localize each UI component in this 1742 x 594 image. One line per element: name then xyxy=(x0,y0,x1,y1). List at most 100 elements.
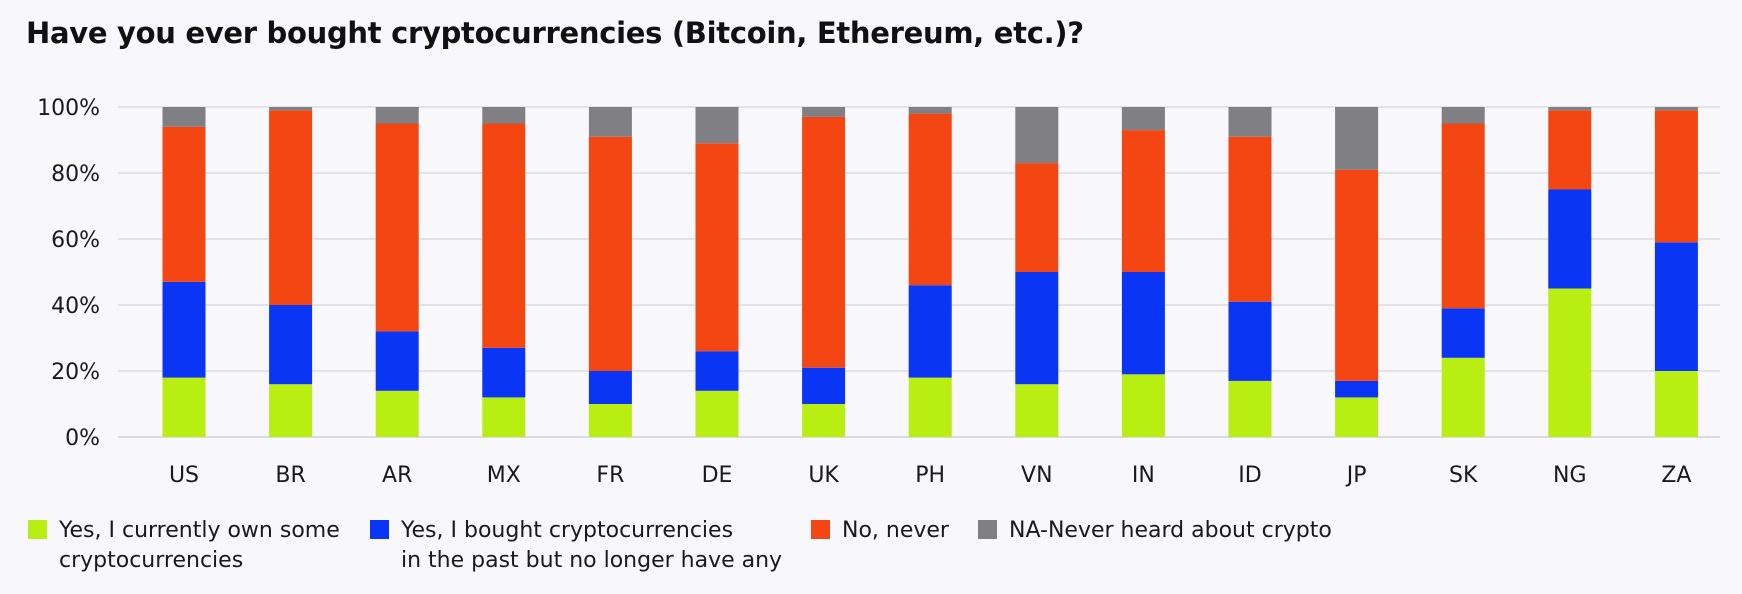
bar-segment xyxy=(695,390,739,437)
x-tick-label: DE xyxy=(702,463,733,488)
legend-label-line: cryptocurrencies xyxy=(59,548,244,573)
x-tick-label: JP xyxy=(1345,463,1367,488)
bar-segment xyxy=(162,107,206,127)
bar-segment xyxy=(908,285,952,378)
bar-segment xyxy=(1548,288,1592,437)
bar-segment xyxy=(588,404,632,437)
legend-swatch xyxy=(28,520,47,539)
bar-segment xyxy=(375,107,419,124)
x-tick-label: SK xyxy=(1449,463,1478,488)
bar-segment xyxy=(908,113,952,286)
bar-segment xyxy=(1548,107,1592,111)
legend-label-line: Yes, I bought cryptocurrencies xyxy=(401,518,734,543)
bar-segment xyxy=(269,305,313,385)
y-tick-label: 20% xyxy=(51,360,100,385)
legend-label-line: NA-Never heard about crypto xyxy=(1009,518,1332,543)
bar-segment xyxy=(1015,272,1059,385)
bar-segment xyxy=(908,107,952,114)
x-tick-label: MX xyxy=(487,463,521,488)
legend-label-line: No, never xyxy=(842,518,949,543)
bar-segment xyxy=(482,397,526,437)
bar-segment xyxy=(1654,110,1698,243)
bar-segment xyxy=(1548,189,1592,289)
bar-segment xyxy=(1548,110,1592,190)
x-tick-label: ZA xyxy=(1661,463,1691,488)
stacked-bar-chart: 0% 20% 40% 60% 80% 100% US BR AR MX FR DE UK PH VN IN I… xyxy=(37,96,1720,488)
bar-segments xyxy=(162,107,1698,437)
bar-segment xyxy=(1441,357,1485,437)
chart-title: Have you ever bought cryptocurrencies (B… xyxy=(26,16,1084,50)
bar-segment xyxy=(375,331,419,391)
bar-segment xyxy=(1441,123,1485,309)
bar-segment xyxy=(802,107,846,117)
legend-item-currently-own: Yes, I currently own some cryptocurrenci… xyxy=(28,516,340,576)
bar-segment xyxy=(588,371,632,404)
bar-segment xyxy=(1654,371,1698,437)
bar-segment xyxy=(1335,380,1379,398)
bar-segment xyxy=(375,390,419,437)
bar-segment xyxy=(1228,107,1272,137)
bar-segment xyxy=(269,110,313,305)
bar-segment xyxy=(1335,169,1379,381)
bar-segment xyxy=(802,116,846,368)
y-axis-tick-labels: 0% 20% 40% 60% 80% 100% xyxy=(37,96,100,451)
x-tick-label: FR xyxy=(596,463,624,488)
bar-segment xyxy=(162,377,206,437)
legend-swatch xyxy=(978,520,997,539)
legend-item-no-never: No, never xyxy=(811,516,949,546)
bar-segment xyxy=(162,126,206,282)
y-tick-label: 0% xyxy=(65,426,100,451)
bar-segment xyxy=(482,107,526,124)
bar-segment xyxy=(1015,384,1059,437)
bar-segment xyxy=(908,377,952,437)
bar-segment xyxy=(1654,107,1698,111)
x-tick-label: NG xyxy=(1553,463,1587,488)
bar-segment xyxy=(802,367,846,404)
y-tick-label: 40% xyxy=(51,294,100,319)
bar-segment xyxy=(1121,130,1165,272)
bar-segment xyxy=(1228,301,1272,381)
legend-swatch xyxy=(811,520,830,539)
bar-segment xyxy=(1441,308,1485,358)
bar-segment xyxy=(1121,107,1165,131)
bar-segment xyxy=(588,136,632,371)
y-tick-label: 80% xyxy=(51,162,100,187)
bar-segment xyxy=(375,123,419,332)
legend-item-bought-in-past: Yes, I bought cryptocurrencies in the pa… xyxy=(370,516,782,576)
bar-segment xyxy=(1121,272,1165,375)
legend-item-never-heard: NA-Never heard about crypto xyxy=(978,516,1332,546)
bar-segment xyxy=(162,281,206,378)
bar-segment xyxy=(269,384,313,437)
bar-segment xyxy=(1015,163,1059,272)
y-tick-label: 100% xyxy=(37,96,100,121)
bar-segment xyxy=(1441,107,1485,124)
x-tick-label: VN xyxy=(1021,463,1053,488)
x-tick-label: PH xyxy=(915,463,945,488)
x-tick-label: BR xyxy=(275,463,305,488)
bar-segment xyxy=(695,143,739,352)
bar-segment xyxy=(269,107,313,111)
bar-segment xyxy=(802,404,846,437)
x-tick-label: AR xyxy=(382,463,412,488)
bar-segment xyxy=(1121,374,1165,437)
bar-segment xyxy=(482,123,526,348)
x-tick-label: IN xyxy=(1132,463,1155,488)
x-tick-label: US xyxy=(169,463,199,488)
bar-segment xyxy=(1654,242,1698,371)
bar-segment xyxy=(1228,136,1272,302)
bar-segment xyxy=(588,107,632,137)
y-tick-label: 60% xyxy=(51,228,100,253)
bar-segment xyxy=(482,347,526,398)
bar-segment xyxy=(695,107,739,144)
bar-segment xyxy=(1228,380,1272,437)
x-tick-label: UK xyxy=(808,463,839,488)
legend-label-line: in the past but no longer have any xyxy=(401,548,783,573)
x-axis-tick-labels: US BR AR MX FR DE UK PH VN IN ID JP SK NG ZA xyxy=(169,463,1692,488)
x-tick-label: ID xyxy=(1238,463,1261,488)
legend-swatch xyxy=(370,520,389,539)
bar-segment xyxy=(695,351,739,391)
bar-segment xyxy=(1335,397,1379,437)
legend-label-line: Yes, I currently own some xyxy=(59,518,340,543)
bar-segment xyxy=(1335,107,1379,170)
bar-segment xyxy=(1015,107,1059,164)
